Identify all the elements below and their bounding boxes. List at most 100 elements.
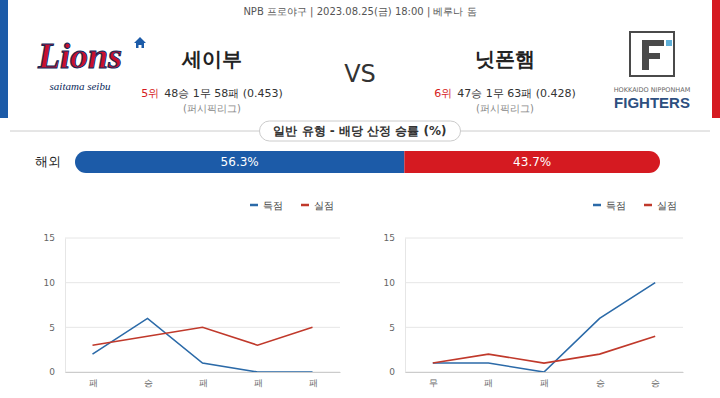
home-logo-subtext: saitama seibu bbox=[50, 80, 111, 92]
tick-label: 15 bbox=[384, 233, 395, 243]
away-logo-subtext: HOKKAIDO NIPPONHAM bbox=[614, 86, 691, 94]
home-logo-text: Lions bbox=[37, 36, 122, 76]
legend-swatch bbox=[250, 204, 258, 207]
page: NPB 프로야구 | 2023.08.25(금) 18:00 | 베루나 돔 Li… bbox=[0, 0, 720, 398]
legend-label: 득점 bbox=[606, 200, 626, 211]
team-name: 세이부 bbox=[181, 47, 242, 71]
away-logo-frame bbox=[630, 32, 674, 76]
grid bbox=[65, 238, 340, 372]
line bbox=[433, 283, 655, 372]
tick-label: 5 bbox=[49, 323, 55, 333]
away-logo-text: FIGHTERS bbox=[614, 94, 690, 111]
tick-label: 승 bbox=[596, 378, 605, 388]
chart-title: 일반 유형 - 배당 산정 승률 (%) bbox=[273, 124, 446, 138]
away-logo-mark bbox=[642, 40, 664, 70]
tick: 승 bbox=[651, 372, 660, 388]
tick-label: 해외 bbox=[35, 154, 61, 169]
tick: 5 bbox=[49, 323, 65, 333]
tick-label: 5 bbox=[389, 323, 395, 333]
y-axis: 0 5 10 15 bbox=[384, 233, 406, 377]
grid-line bbox=[405, 327, 683, 328]
axis-line bbox=[66, 372, 341, 373]
bar bbox=[75, 151, 404, 173]
tick: 15 bbox=[44, 233, 65, 243]
grid-line bbox=[405, 238, 683, 239]
tick-label: 패 bbox=[254, 378, 263, 388]
tick: 패 bbox=[254, 372, 263, 388]
team-record: 48승 1무 58패 (0.453) bbox=[164, 87, 283, 100]
tick-label: 패 bbox=[89, 378, 98, 388]
legend-label: 실점 bbox=[657, 200, 677, 211]
tick: 0 bbox=[49, 367, 65, 377]
tick: 무 bbox=[429, 372, 438, 388]
tick: 해외 bbox=[35, 154, 75, 169]
header: NPB 프로야구 | 2023.08.25(금) 18:00 | 베루나 돔 Li… bbox=[0, 0, 720, 118]
legend-label: 득점 bbox=[263, 200, 283, 211]
tick-label: 패 bbox=[484, 378, 493, 388]
tick-label: 무 bbox=[429, 378, 438, 388]
tick: 10 bbox=[44, 278, 65, 288]
axis-line bbox=[65, 239, 66, 373]
tick: 승 bbox=[596, 372, 605, 388]
home-icon bbox=[134, 37, 146, 48]
away-logo-star bbox=[666, 40, 672, 46]
tick: 15 bbox=[384, 233, 405, 243]
tick-label: 패 bbox=[540, 378, 549, 388]
y-axis: 해외 bbox=[35, 152, 76, 174]
legend: 득점 실점 bbox=[593, 200, 677, 211]
team-record: 47승 1무 63패 (0.428) bbox=[457, 87, 576, 100]
team-rank: 6위 bbox=[434, 87, 452, 100]
background bbox=[0, 0, 720, 398]
axis-line bbox=[405, 239, 406, 373]
axis-line bbox=[406, 372, 684, 373]
legend-label: 실점 bbox=[314, 200, 334, 211]
tick-label: 10 bbox=[384, 278, 396, 288]
x-axis: 패승패패패 bbox=[66, 372, 341, 388]
home-team: 세이부5위48승 1무 58패 (0.453)(퍼시픽리그) bbox=[141, 47, 283, 114]
line-chart: 0 5 10 15 패 승 패 패 패 득점 실점 bbox=[44, 200, 341, 388]
tick-label: 10 bbox=[44, 278, 56, 288]
tick-label: 0 bbox=[389, 367, 395, 377]
vs: VS bbox=[344, 60, 376, 88]
tick: 승 bbox=[144, 372, 153, 388]
probability-chart: 일반 유형 - 배당 산정 승률 (%) 56.3%43.7% 해외 bbox=[10, 121, 710, 174]
series-lines bbox=[433, 283, 655, 372]
tick: 5 bbox=[389, 323, 405, 333]
tick: 패 bbox=[540, 372, 549, 388]
tick: 10 bbox=[384, 278, 405, 288]
team-record-line: 5위 48승 1무 58패 (0.453) bbox=[141, 87, 283, 100]
team-rank: 5위 bbox=[141, 87, 159, 100]
title-box bbox=[259, 121, 460, 141]
series-lines bbox=[93, 318, 313, 372]
line bbox=[93, 318, 313, 372]
line bbox=[93, 327, 313, 345]
away-team: 닛폰햄6위47승 1무 63패 (0.428)(퍼시픽리그) bbox=[434, 47, 576, 114]
grid-line bbox=[405, 282, 683, 283]
home-logo: Lions saitama seibu bbox=[37, 36, 122, 92]
bar bbox=[404, 151, 660, 173]
tick-label: 승 bbox=[651, 378, 660, 388]
x-axis: 무패패승승 bbox=[406, 372, 684, 388]
tick-label: 0 bbox=[49, 367, 55, 377]
tick: 패 bbox=[484, 372, 493, 388]
tick-label: 패 bbox=[199, 378, 208, 388]
axis-line bbox=[75, 152, 76, 174]
match-info: NPB 프로야구 | 2023.08.25(금) 18:00 | 베루나 돔 bbox=[243, 6, 476, 18]
data-label: 56.3% bbox=[221, 155, 259, 169]
tick: 0 bbox=[389, 367, 405, 377]
line-chart: 0 5 10 15 무 패 패 승 승 득점 실점 bbox=[384, 200, 684, 388]
tick-label: 승 bbox=[144, 378, 153, 388]
legend-swatch bbox=[593, 204, 601, 207]
tick: 패 bbox=[199, 372, 208, 388]
tick: 패 bbox=[309, 372, 318, 388]
tick-label: 패 bbox=[309, 378, 318, 388]
team-record-line: 6위 47승 1무 63패 (0.428) bbox=[434, 87, 576, 100]
bars bbox=[75, 151, 660, 173]
grid-line bbox=[65, 282, 340, 283]
y-axis: 0 5 10 15 bbox=[44, 233, 66, 377]
home-stripe bbox=[0, 0, 8, 118]
line bbox=[433, 336, 655, 363]
legend-swatch bbox=[644, 204, 652, 207]
data-labels: 56.3%43.7% bbox=[221, 155, 552, 169]
grid bbox=[405, 238, 683, 372]
